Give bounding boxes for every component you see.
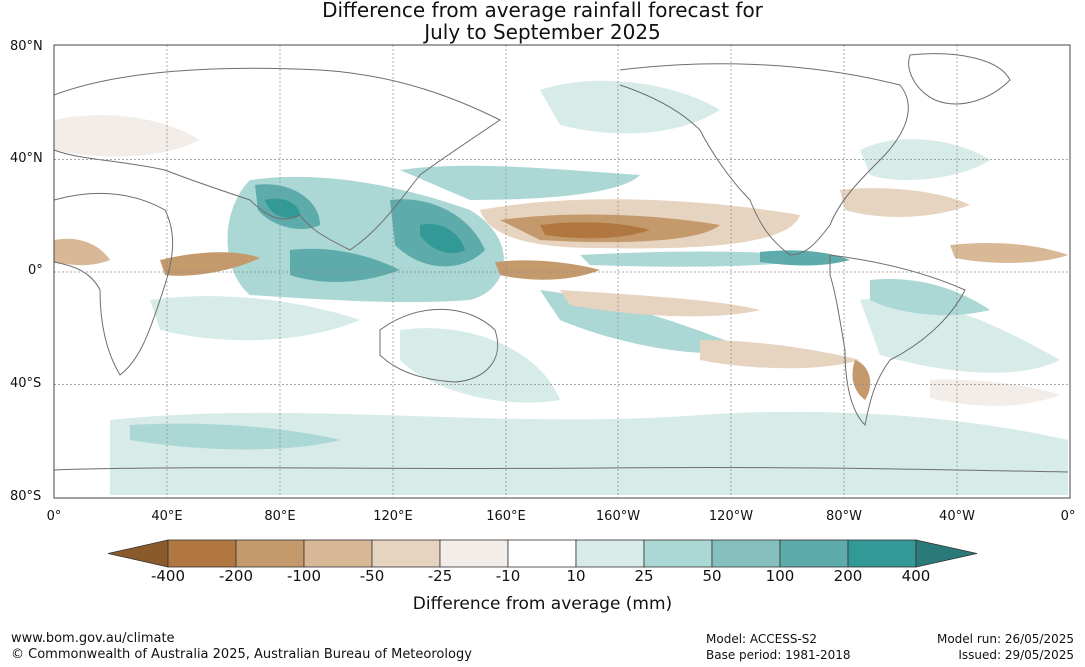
colorbar-cell [439, 539, 509, 568]
lat-label-equator: 0° [28, 263, 43, 278]
lon-label-40e: 40°E [151, 509, 183, 524]
chart-title-line2: July to September 2025 [424, 20, 661, 44]
anomaly-dry-light-atlantic [840, 188, 970, 217]
colorbar [107, 539, 978, 568]
anomaly-wet-light-south-america [860, 298, 1060, 373]
anomaly-dry-light-east-pacific [700, 340, 860, 369]
colorbar-tick: 200 [833, 567, 863, 585]
anomaly-wet-med-north-pacific [400, 165, 640, 200]
colorbar-cell [167, 539, 237, 568]
anomaly-dry-med-equatorial [495, 260, 600, 280]
colorbar-tick: 25 [634, 567, 654, 585]
colorbar-arrow-low [107, 539, 169, 568]
anomaly-dry-med-atlantic-east [950, 243, 1068, 263]
colorbar-tick: 50 [702, 567, 722, 585]
colorbar-cell [779, 539, 849, 568]
anomaly-wet-light-north [540, 80, 720, 134]
anomaly-dry-core-pacific [540, 222, 650, 239]
colorbar-tick: -200 [218, 567, 254, 585]
colorbar-cell [643, 539, 713, 568]
anomaly-wet-light-pacific-south [400, 328, 560, 403]
coast-australia [379, 308, 499, 383]
anomaly-wet-strong-indonesia [290, 248, 400, 282]
colorbar-tick: 400 [901, 567, 931, 585]
lon-label-120e: 120°E [373, 509, 413, 524]
rainfall-anomaly-fields [54, 80, 1068, 495]
coastlines [53, 53, 1069, 473]
anomaly-wet-light-indian [150, 296, 360, 341]
footer-website: www.bom.gov.au/climate [11, 631, 175, 646]
coast-north-america [619, 63, 909, 256]
colorbar-cell [235, 539, 305, 568]
colorbar-cell [847, 539, 917, 568]
anomaly-wet-strong-panama [760, 250, 850, 266]
footer-model: Model: ACCESS-S2 [706, 632, 818, 646]
lon-label-160e: 160°E [486, 509, 526, 524]
lat-label-40n: 40°N [10, 151, 43, 166]
footer-copyright: © Commonwealth of Australia 2025, Austra… [11, 647, 472, 662]
anomaly-dry-light-south-atlantic [930, 379, 1060, 406]
anomaly-dry-light-south-pacific [560, 290, 760, 317]
coast-africa [53, 193, 174, 376]
lon-label-80w: 80°W [826, 509, 862, 524]
footer-base-period: Base period: 1981-2018 [706, 648, 851, 662]
map-frame [53, 44, 1071, 499]
colorbar-cell [575, 539, 645, 568]
anomaly-wet-med-amazon [870, 279, 990, 316]
chart-title-line1: Difference from average rainfall forecas… [322, 0, 763, 22]
colorbar-tick: -400 [150, 567, 186, 585]
graticule [54, 45, 1070, 498]
colorbar-tick: -50 [359, 567, 385, 585]
colorbar-cell [303, 539, 373, 568]
anomaly-wet-med-southern-ocean [130, 423, 340, 450]
coast-south-america [829, 254, 966, 427]
colorbar-arrow-high [915, 539, 978, 568]
anomaly-dry-med-southern-chile [852, 360, 871, 400]
coast-greenland [908, 53, 1011, 105]
lon-label-40w: 40°W [939, 509, 975, 524]
lat-label-40s: 40°S [10, 376, 42, 391]
lon-label-0-west: 0° [46, 509, 62, 524]
footer-issued: Issued: 29/05/2025 [958, 648, 1074, 662]
colorbar-cell [711, 539, 781, 568]
footer-model-run: Model run: 26/05/2025 [936, 632, 1074, 646]
colorbar-label: Difference from average (mm) [412, 594, 673, 614]
lat-label-80n: 80°N [10, 39, 43, 54]
anomaly-wet-light-southern-ocean [110, 411, 1068, 495]
anomaly-dry-light-europe [54, 115, 200, 157]
colorbar-tick: 100 [765, 567, 795, 585]
colorbar-cell [371, 539, 441, 568]
colorbar-tick: -10 [495, 567, 521, 585]
colorbar-tick: 10 [566, 567, 586, 585]
colorbar-tick: -25 [427, 567, 453, 585]
coast-europe-asia [53, 67, 501, 251]
lat-label-80s: 80°S [10, 489, 42, 504]
anomaly-wet-core-1 [265, 198, 300, 218]
coast-antarctica [53, 466, 1069, 473]
lon-label-80e: 80°E [264, 509, 296, 524]
lon-label-160w: 160°W [595, 509, 641, 524]
lon-label-0-east: 0° [1060, 509, 1076, 524]
anomaly-dry-med-africa-west [54, 238, 110, 266]
colorbar-tick: -100 [286, 567, 322, 585]
anomaly-wet-core-2 [420, 223, 465, 254]
lon-label-120w: 120°W [708, 509, 754, 524]
colorbar-cell [507, 539, 577, 568]
anomaly-dry-med-indian-ocean [160, 252, 260, 276]
anomaly-wet-light-atlantic-north [860, 139, 990, 180]
